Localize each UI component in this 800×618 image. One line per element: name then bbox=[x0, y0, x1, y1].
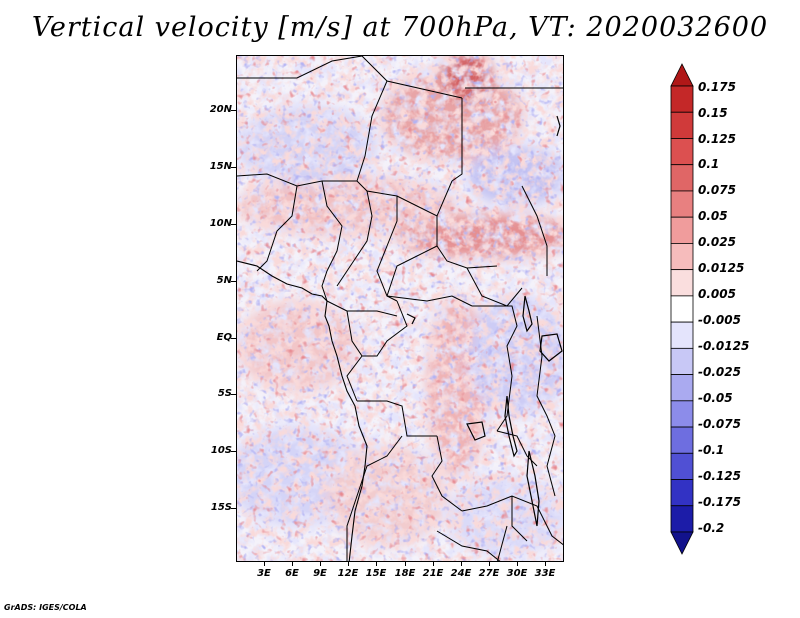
lat-label-15n: 15N bbox=[209, 161, 232, 172]
lat-tick bbox=[231, 451, 236, 452]
lat-tick bbox=[231, 281, 236, 282]
colorbar-segment bbox=[670, 505, 694, 533]
lat-label-eq: EQ bbox=[216, 332, 232, 343]
lon-label-12e: 12E bbox=[337, 568, 359, 579]
colorbar-segment bbox=[670, 85, 694, 113]
lon-tick bbox=[264, 562, 265, 566]
colorbar-label: 0.175 bbox=[698, 80, 736, 94]
colorbar-segment bbox=[670, 138, 694, 166]
lon-label-9e: 9E bbox=[313, 568, 327, 579]
lon-tick bbox=[320, 562, 321, 566]
lon-label-18e: 18E bbox=[394, 568, 416, 579]
colorbar-label: 0.05 bbox=[698, 209, 728, 223]
colorbar-segment bbox=[670, 295, 694, 323]
lat-label-10s: 10S bbox=[210, 445, 232, 456]
colorbar-label: 0.0125 bbox=[698, 261, 745, 275]
colorbar-segment bbox=[670, 190, 694, 218]
lon-tick bbox=[348, 562, 349, 566]
lat-tick bbox=[231, 508, 236, 509]
lat-tick bbox=[231, 224, 236, 225]
colorbar bbox=[670, 63, 694, 555]
lat-label-10n: 10N bbox=[209, 218, 232, 229]
colorbar-label: 0.1 bbox=[698, 157, 720, 171]
colorbar-segment bbox=[670, 374, 694, 402]
colorbar-segment bbox=[670, 452, 694, 480]
colorbar-label: 0.125 bbox=[698, 132, 736, 146]
lon-tick bbox=[405, 562, 406, 566]
lat-label-20n: 20N bbox=[209, 104, 232, 115]
lakes bbox=[406, 115, 563, 527]
colorbar-label: -0.2 bbox=[698, 521, 725, 535]
colorbar-top-arrow bbox=[670, 63, 694, 87]
lon-tick bbox=[517, 562, 518, 566]
colorbar-label: -0.0125 bbox=[698, 339, 750, 353]
colorbar-bottom-arrow bbox=[670, 531, 694, 555]
colorbar-segment bbox=[670, 479, 694, 507]
colorbar-label: 0.15 bbox=[698, 106, 728, 120]
colorbar-label: -0.125 bbox=[698, 469, 741, 483]
lon-label-24e: 24E bbox=[450, 568, 472, 579]
colorbar-segment bbox=[670, 216, 694, 244]
lon-label-33e: 33E bbox=[534, 568, 556, 579]
lat-label-5n: 5N bbox=[216, 275, 232, 286]
lon-label-21e: 21E bbox=[422, 568, 444, 579]
colorbar-label: 0.005 bbox=[698, 287, 736, 301]
lat-tick bbox=[231, 394, 236, 395]
lat-tick bbox=[231, 167, 236, 168]
colorbar-label: -0.05 bbox=[698, 391, 733, 405]
lon-tick bbox=[545, 562, 546, 566]
colorbar-label: -0.075 bbox=[698, 417, 741, 431]
velocity-field bbox=[237, 56, 563, 561]
lon-label-15e: 15E bbox=[365, 568, 387, 579]
lon-label-27e: 27E bbox=[478, 568, 500, 579]
lon-tick bbox=[489, 562, 490, 566]
colorbar-segment bbox=[670, 111, 694, 139]
colorbar-label: 0.075 bbox=[698, 183, 736, 197]
lat-label-5s: 5S bbox=[217, 388, 232, 399]
lat-tick bbox=[231, 338, 236, 339]
lon-tick bbox=[461, 562, 462, 566]
lon-label-6e: 6E bbox=[285, 568, 299, 579]
colorbar-label: -0.005 bbox=[698, 313, 741, 327]
footer-credit: GrADS: IGES/COLA bbox=[4, 603, 87, 612]
colorbar-label: -0.1 bbox=[698, 443, 725, 457]
colorbar-segment bbox=[670, 243, 694, 271]
colorbar-segment bbox=[670, 269, 694, 297]
map-panel bbox=[236, 55, 564, 562]
colorbar-segment bbox=[670, 426, 694, 454]
coastline bbox=[237, 260, 368, 561]
colorbar-label: -0.025 bbox=[698, 365, 741, 379]
chart-title: Vertical velocity [m/s] at 700hPa, VT: 2… bbox=[31, 12, 769, 43]
colorbar-label: 0.025 bbox=[698, 235, 736, 249]
colorbar-segment bbox=[670, 164, 694, 192]
lat-tick bbox=[231, 110, 236, 111]
lon-tick bbox=[433, 562, 434, 566]
colorbar-segment bbox=[670, 347, 694, 375]
colorbar-segments bbox=[670, 63, 694, 555]
lat-label-15s: 15S bbox=[210, 502, 232, 513]
lon-label-30e: 30E bbox=[506, 568, 528, 579]
colorbar-label: -0.175 bbox=[698, 495, 741, 509]
country-borders bbox=[237, 56, 563, 561]
colorbar-segment bbox=[670, 321, 694, 349]
colorbar-segment bbox=[670, 400, 694, 428]
lon-label-3e: 3E bbox=[257, 568, 271, 579]
lon-tick bbox=[292, 562, 293, 566]
lon-tick bbox=[376, 562, 377, 566]
